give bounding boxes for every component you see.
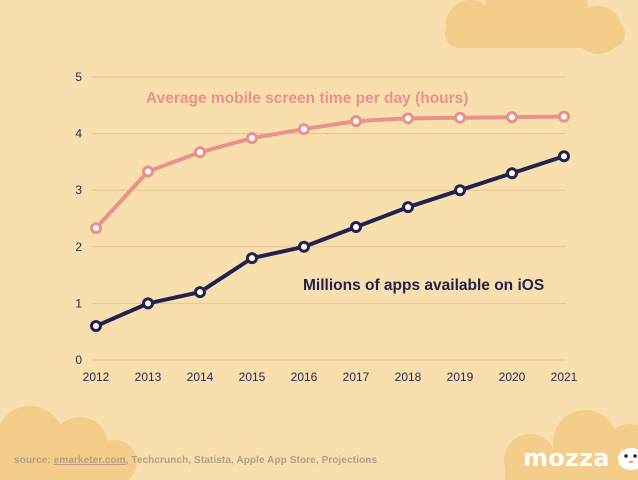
x-tick-label: 2014 bbox=[187, 370, 214, 384]
y-axis-ticks: 0 1 2 3 4 5 bbox=[75, 70, 82, 367]
data-point bbox=[402, 112, 414, 125]
source-rest: , Techcrunch, Statista, Apple App Store,… bbox=[125, 455, 378, 466]
data-point bbox=[298, 240, 310, 253]
series-line-1 bbox=[94, 154, 566, 329]
data-point bbox=[402, 201, 414, 214]
grid bbox=[92, 76, 566, 361]
y-tick-label: 2 bbox=[75, 240, 82, 254]
series-line-0 bbox=[94, 114, 566, 231]
data-point bbox=[142, 165, 154, 178]
x-tick-label: 2018 bbox=[395, 370, 422, 384]
y-tick-label: 3 bbox=[75, 183, 82, 197]
data-point bbox=[350, 115, 362, 128]
data-point bbox=[298, 123, 310, 136]
y-tick-label: 1 bbox=[75, 296, 82, 310]
data-point bbox=[142, 297, 154, 310]
x-tick-label: 2020 bbox=[499, 370, 526, 384]
series bbox=[90, 110, 570, 333]
data-point bbox=[506, 111, 518, 124]
data-point bbox=[246, 252, 258, 265]
source-prefix: source: bbox=[14, 455, 54, 466]
data-point bbox=[194, 146, 206, 159]
mozza-mascot-icon bbox=[617, 448, 638, 470]
y-tick-label: 0 bbox=[75, 353, 82, 367]
data-point bbox=[194, 286, 206, 299]
series-label-ios-apps: Millions of apps available on iOS bbox=[303, 277, 544, 294]
x-tick-label: 2017 bbox=[343, 370, 370, 384]
brand-logo: mozza bbox=[523, 444, 638, 472]
cloud-decoration-bottom-left bbox=[0, 406, 137, 480]
x-tick-label: 2012 bbox=[83, 370, 110, 384]
y-tick-label: 4 bbox=[75, 127, 82, 141]
x-tick-label: 2016 bbox=[291, 370, 318, 384]
data-point bbox=[454, 111, 466, 124]
x-tick-label: 2015 bbox=[239, 370, 266, 384]
data-point bbox=[350, 220, 362, 233]
cloud-decoration-top-right bbox=[445, 0, 625, 54]
data-point bbox=[90, 222, 102, 235]
brand-name: mozza bbox=[523, 444, 610, 472]
data-point bbox=[454, 184, 466, 197]
data-point bbox=[558, 110, 570, 123]
data-point bbox=[506, 167, 518, 180]
source-note: source: emarketer.com, Techcrunch, Stati… bbox=[14, 455, 377, 466]
source-link[interactable]: emarketer.com bbox=[53, 455, 126, 466]
x-tick-label: 2019 bbox=[447, 370, 474, 384]
y-tick-label: 5 bbox=[75, 70, 82, 84]
x-tick-label: 2021 bbox=[551, 370, 578, 384]
x-axis-ticks: 2012 2013 2014 2015 2016 2017 2018 2019 2020 2021 bbox=[83, 370, 578, 384]
data-point bbox=[90, 320, 102, 333]
cloud-decoration-bottom-right bbox=[504, 410, 638, 480]
data-point bbox=[246, 132, 258, 145]
x-tick-label: 2013 bbox=[135, 370, 162, 384]
data-point bbox=[558, 150, 570, 163]
series-label-screen-time: Average mobile screen time per day (hour… bbox=[146, 90, 468, 107]
